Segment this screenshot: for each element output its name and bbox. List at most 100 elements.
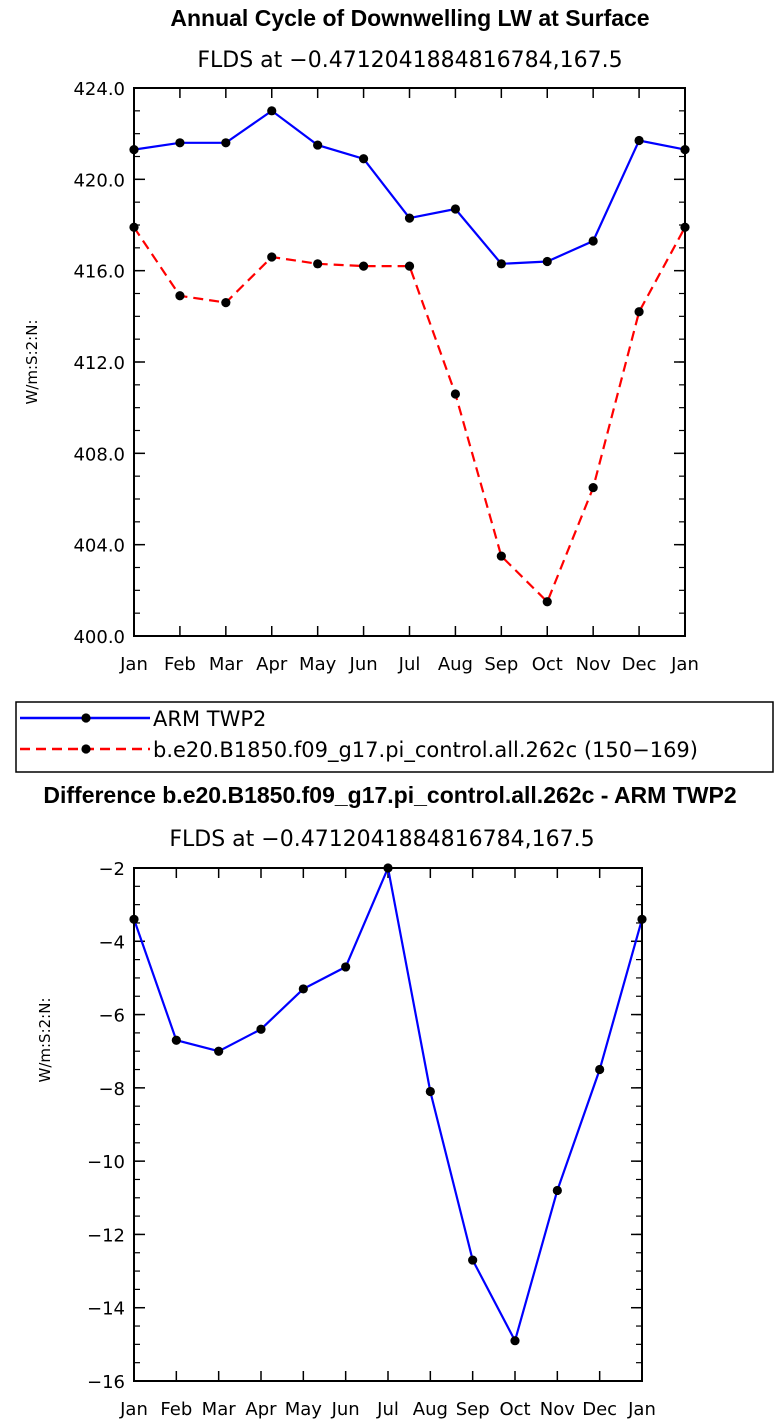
x-tick-label: Mar <box>202 1399 237 1420</box>
data-point <box>175 138 185 148</box>
data-point <box>404 213 415 223</box>
y-tick-label: 408.0 <box>73 444 125 465</box>
x-tick-label: Jul <box>376 1399 399 1420</box>
data-point <box>450 204 461 214</box>
x-tick-label: Apr <box>256 654 288 675</box>
x-tick-label: Jan <box>670 654 699 675</box>
data-point <box>634 307 644 317</box>
data-point <box>358 154 369 164</box>
x-tick-label: May <box>285 1399 323 1420</box>
data-point <box>175 291 185 301</box>
y-tick-labels: −16 −14 −12 −10 −8 −6 −4 −2 <box>87 859 125 1393</box>
data-point <box>542 597 552 607</box>
legend-box <box>15 701 774 773</box>
legend-marker <box>81 744 91 754</box>
x-tick-label: Sep <box>484 654 518 675</box>
x-tick-label: Nov <box>576 654 611 675</box>
data-point <box>588 482 598 493</box>
data-point <box>510 1336 520 1346</box>
x-tick-label: Jan <box>119 1399 148 1420</box>
x-tick-label: Oct <box>532 654 563 675</box>
data-point <box>358 261 369 271</box>
data-point <box>267 106 277 116</box>
y-tick-label: −10 <box>87 1152 125 1173</box>
data-point <box>595 1064 605 1075</box>
x-tick-label: Mar <box>209 654 244 675</box>
x-tick-label: Apr <box>245 1399 277 1420</box>
x-tick-label: Dec <box>622 654 657 675</box>
data-point <box>496 259 506 269</box>
data-point <box>552 1185 562 1196</box>
y-tick-label: −6 <box>98 1006 125 1027</box>
y-axis-label: W/m:S:2:N: <box>36 998 54 1083</box>
chart-bottom: Difference b.e20.B1850.f09_g17.pi_contro… <box>36 782 737 1420</box>
y-tick-labels: 400.0 404.0 408.0 412.0 416.0 420.0 424.0 <box>73 79 125 648</box>
y-tick-label: 412.0 <box>73 353 125 374</box>
x-tick-labels: Jan Feb Mar Apr May Jun Jul Aug Sep Oct Nov Dec Jan <box>119 1399 656 1420</box>
data-point <box>313 259 323 269</box>
y-tick-label: −8 <box>98 1079 125 1100</box>
x-tick-label: Jun <box>349 654 378 675</box>
data-point <box>171 1035 181 1045</box>
data-point <box>404 261 415 271</box>
data-point <box>450 389 461 399</box>
y-tick-label: 400.0 <box>73 627 125 648</box>
data-point <box>542 256 552 267</box>
data-point <box>214 1046 224 1056</box>
y-tick-label: −14 <box>87 1299 125 1320</box>
x-tick-label: Sep <box>456 1399 490 1420</box>
x-tick-label: Nov <box>540 1399 575 1420</box>
chart-top: Annual Cycle of Downwelling LW at Surfac… <box>23 5 699 675</box>
x-tick-label: Oct <box>499 1399 530 1420</box>
data-point <box>221 138 231 148</box>
x-tick-label: May <box>299 654 337 675</box>
data-point <box>267 252 277 262</box>
data-point <box>468 1255 478 1265</box>
x-tick-label: Dec <box>582 1399 617 1420</box>
y-tick-label: 424.0 <box>73 79 125 100</box>
series-line <box>133 226 686 604</box>
x-tick-label: Jun <box>331 1399 360 1420</box>
x-tick-label: Jan <box>119 654 148 675</box>
x-tick-label: Aug <box>413 1399 448 1420</box>
data-point <box>425 1086 435 1097</box>
x-tick-label: Jul <box>398 654 421 675</box>
plot-frame <box>133 867 643 1382</box>
data-point <box>313 140 323 150</box>
y-tick-label: 420.0 <box>73 170 125 191</box>
data-point <box>496 551 506 561</box>
series-line <box>133 109 686 265</box>
x-tick-label: Feb <box>160 1399 192 1420</box>
y-tick-label: 416.0 <box>73 262 125 283</box>
data-point <box>221 298 231 308</box>
legend-label: b.e20.B1850.f09_g17.pi_control.all.262c … <box>153 738 698 763</box>
y-tick-label: −4 <box>98 932 125 953</box>
x-tick-label: Aug <box>438 654 473 675</box>
data-point <box>634 135 644 146</box>
y-tick-label: −2 <box>98 859 125 880</box>
y-tick-label: −12 <box>87 1225 125 1246</box>
chart-subtitle: FLDS at −0.4712041884816784,167.5 <box>169 827 594 852</box>
data-point <box>298 984 308 994</box>
plot-series <box>129 863 647 1346</box>
series-line <box>132 864 644 1344</box>
chart-subtitle: FLDS at −0.4712041884816784,167.5 <box>197 48 622 73</box>
data-point <box>256 1024 266 1034</box>
plot-series <box>129 106 690 607</box>
legend-label: ARM TWP2 <box>153 707 266 731</box>
data-point <box>588 236 598 246</box>
y-tick-label: −16 <box>87 1372 125 1393</box>
data-point <box>341 962 351 972</box>
legend: ARM TWP2 b.e20.B1850.f09_g17.pi_control.a… <box>15 701 774 773</box>
plot-frame <box>133 87 686 637</box>
x-tick-labels: Jan Feb Mar Apr May Jun Jul Aug Sep Oct Nov Dec Jan <box>119 654 699 675</box>
chart-title: Difference b.e20.B1850.f09_g17.pi_contro… <box>43 782 736 808</box>
axis-ticks <box>133 87 686 637</box>
x-tick-label: Jan <box>627 1399 656 1420</box>
axis-ticks <box>133 867 643 1382</box>
x-tick-label: Feb <box>164 654 196 675</box>
y-tick-label: 404.0 <box>73 536 125 557</box>
legend-marker <box>81 713 91 723</box>
y-axis-label: W/m:S:2:N: <box>23 320 41 405</box>
